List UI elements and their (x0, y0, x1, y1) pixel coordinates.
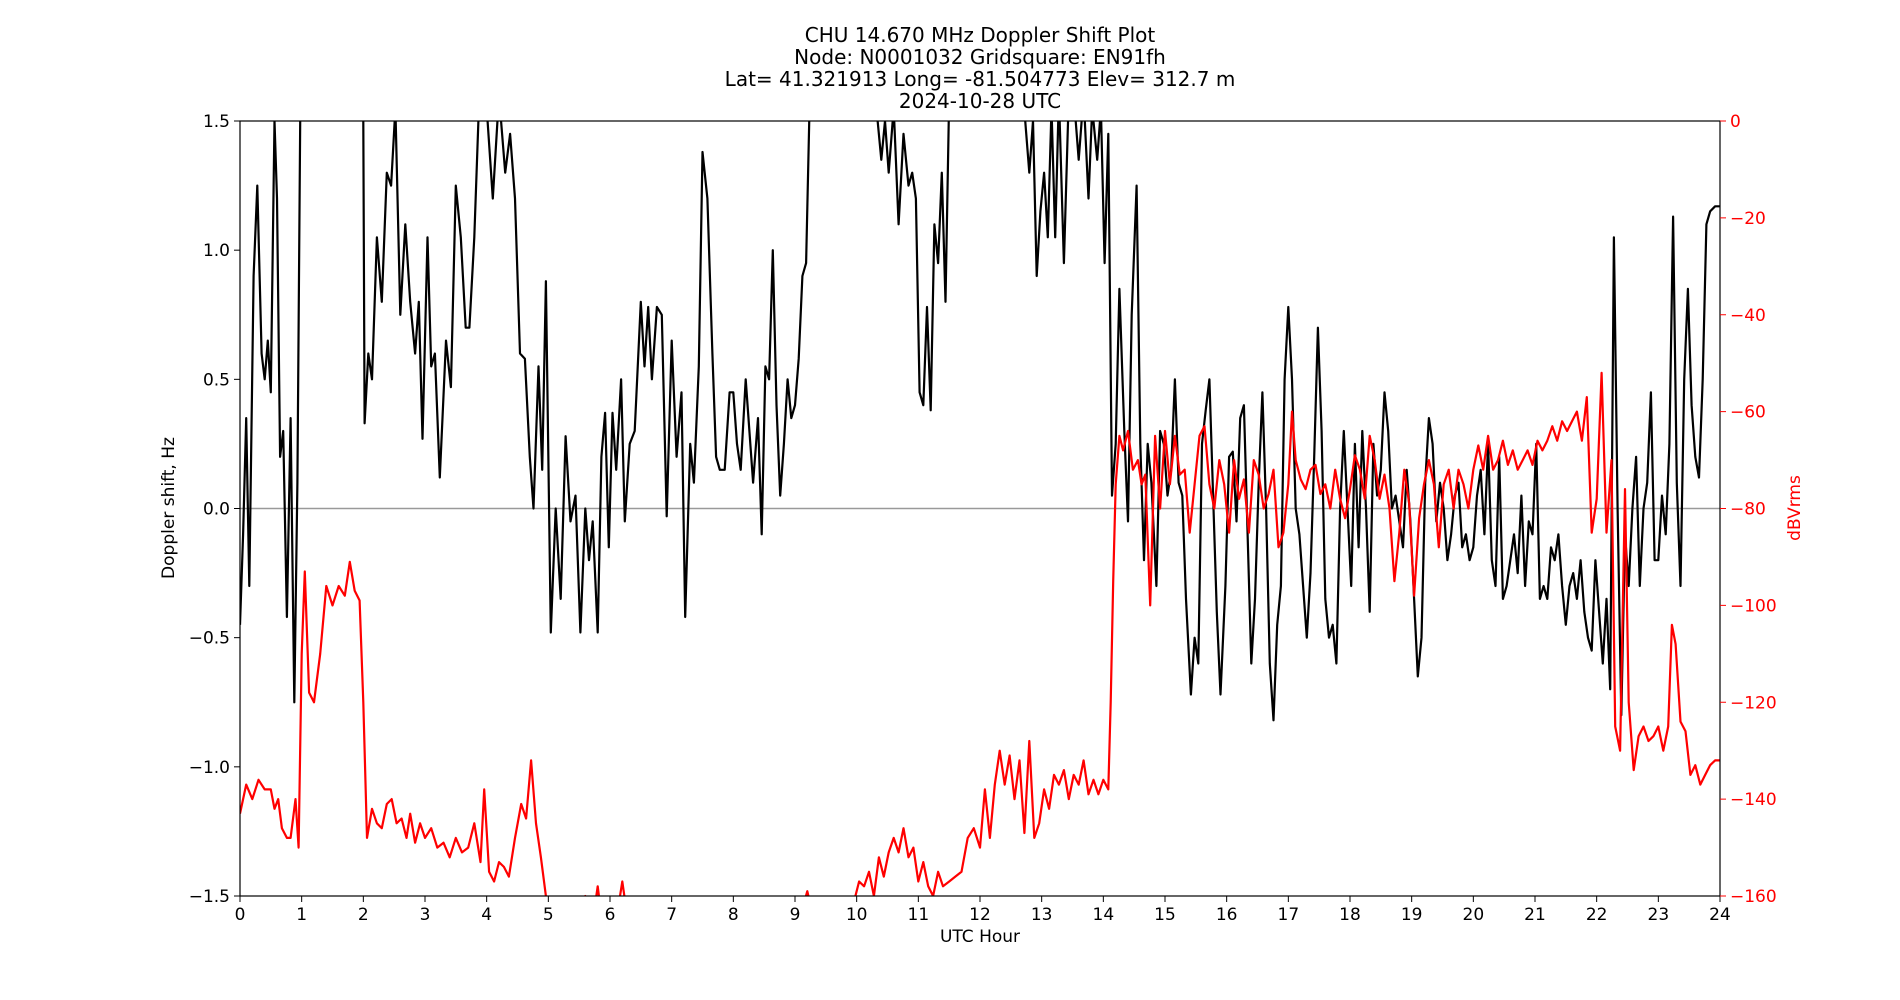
left-y-tick-label: 1.0 (203, 241, 230, 261)
x-tick-label: 2 (358, 905, 369, 925)
x-tick-label: 1 (296, 905, 307, 925)
x-tick-label: 14 (1093, 905, 1115, 925)
signal-level-line (240, 371, 1720, 896)
x-tick-label: 3 (420, 905, 431, 925)
left-y-axis: −1.5 −1.0 −0.5 0.0 0.5 1.0 1.5 (189, 112, 240, 907)
x-tick-label: 11 (908, 905, 930, 925)
x-tick-label: 17 (1278, 905, 1300, 925)
x-tick-label: 13 (1031, 905, 1053, 925)
x-axis: 0 1 2 3 4 5 6 7 8 9 10 11 12 13 14 15 16 17 18 19 20 21 22 23 24 (235, 896, 1731, 925)
right-y-tick-label: −100 (1730, 596, 1777, 616)
right-y-tick-label: 0 (1730, 112, 1741, 132)
x-tick-label: 12 (969, 905, 991, 925)
chart-title: CHU 14.670 MHz Doppler Shift Plot Node: … (725, 23, 1236, 113)
left-y-tick-label: −0.5 (189, 629, 230, 649)
x-axis-label: UTC Hour (940, 927, 1020, 947)
right-y-axis: 0 −20 −40 −60 −80 −100 −120 −140 −160 (1720, 112, 1777, 907)
x-tick-label: 23 (1648, 905, 1670, 925)
x-tick-label: 24 (1709, 905, 1731, 925)
title-line-3: Lat= 41.321913 Long= -81.504773 Elev= 31… (725, 67, 1236, 91)
x-tick-label: 15 (1154, 905, 1176, 925)
x-tick-label: 7 (666, 905, 677, 925)
x-tick-label: 16 (1216, 905, 1238, 925)
right-y-tick-label: −60 (1730, 403, 1766, 423)
x-tick-label: 6 (605, 905, 616, 925)
left-y-tick-label: 1.5 (203, 112, 230, 132)
x-tick-label: 18 (1339, 905, 1361, 925)
title-line-4: 2024-10-28 UTC (899, 89, 1061, 113)
left-y-tick-label: −1.5 (189, 887, 230, 907)
title-line-2: Node: N0001032 Gridsquare: EN91fh (794, 45, 1166, 69)
x-tick-label: 10 (846, 905, 868, 925)
right-y-tick-label: −40 (1730, 306, 1766, 326)
left-y-tick-label: 0.5 (203, 370, 230, 390)
right-y-tick-label: −120 (1730, 693, 1777, 713)
plot-area (240, 121, 1720, 896)
right-y-tick-label: −20 (1730, 209, 1766, 229)
x-tick-label: 8 (728, 905, 739, 925)
x-tick-label: 19 (1401, 905, 1423, 925)
x-tick-label: 5 (543, 905, 554, 925)
right-y-tick-label: −160 (1730, 887, 1777, 907)
doppler-shift-line (240, 121, 1720, 722)
right-y-axis-label: dBVrms (1785, 475, 1805, 541)
right-y-tick-label: −80 (1730, 500, 1766, 520)
x-tick-label: 20 (1463, 905, 1485, 925)
left-y-axis-label: Doppler shift, Hz (159, 437, 179, 579)
left-y-tick-label: 0.0 (203, 500, 230, 520)
title-line-1: CHU 14.670 MHz Doppler Shift Plot (805, 23, 1156, 47)
x-tick-label: 9 (790, 905, 801, 925)
x-tick-label: 4 (481, 905, 492, 925)
x-tick-label: 0 (235, 905, 246, 925)
left-y-tick-label: −1.0 (189, 758, 230, 778)
x-tick-label: 21 (1524, 905, 1546, 925)
x-tick-label: 22 (1586, 905, 1608, 925)
right-y-tick-label: −140 (1730, 790, 1777, 810)
